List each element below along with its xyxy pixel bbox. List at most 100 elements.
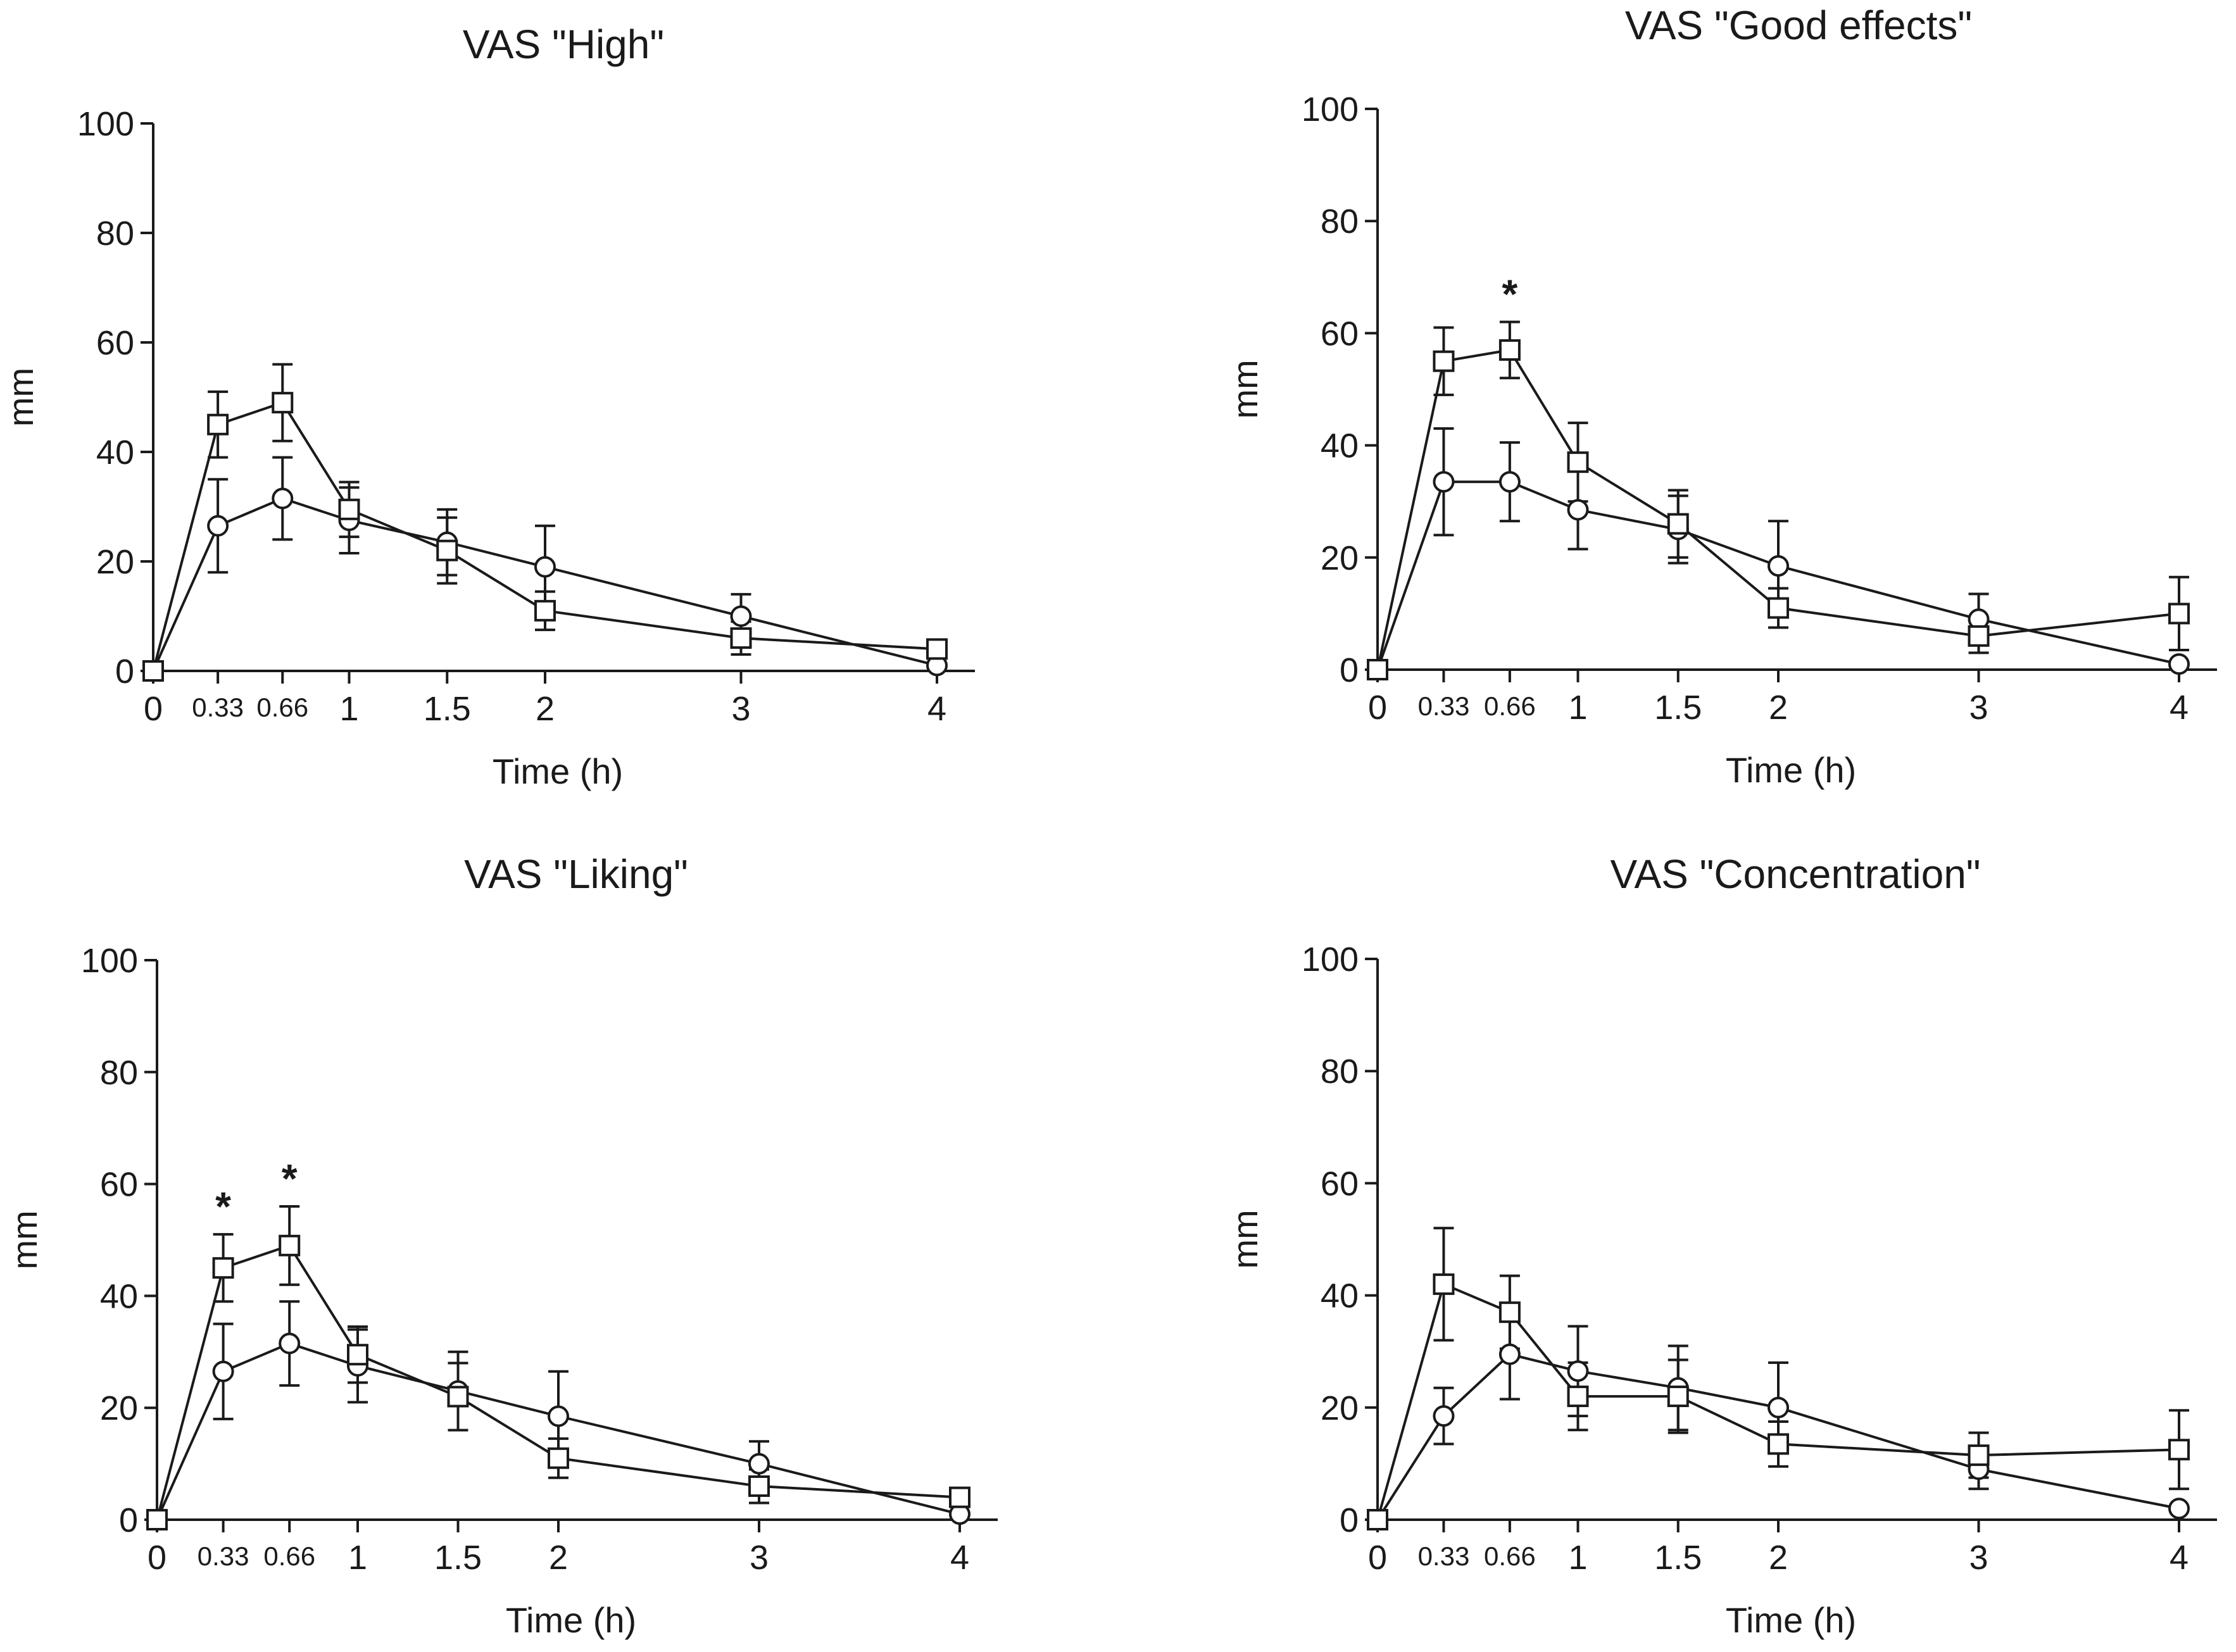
x-tick-label: 0 bbox=[144, 690, 163, 728]
data-point-square bbox=[1768, 1433, 1789, 1455]
data-point-circle bbox=[279, 1332, 301, 1355]
x-tick-label: 1.5 bbox=[1654, 1539, 1702, 1577]
y-tick-label: 100 bbox=[1302, 941, 1359, 979]
data-point-circle bbox=[1498, 471, 1521, 493]
data-point-square bbox=[347, 1344, 368, 1366]
data-point-square bbox=[1567, 1386, 1589, 1408]
chart-panel-vas-liking: VAS "Liking" 0 20 40 60 80 100 0 0.33 0.66 1 1.5 2 3 4… bbox=[0, 825, 1118, 1652]
x-tick-label: 2 bbox=[536, 690, 555, 728]
y-tick-label: 20 bbox=[1321, 1389, 1359, 1427]
x-tick-label: 1 bbox=[1568, 1539, 1587, 1577]
x-tick-label: 3 bbox=[1969, 689, 1988, 727]
y-tick-label: 100 bbox=[77, 105, 134, 143]
data-point-circle bbox=[1768, 555, 1789, 577]
x-tick-label: 0.33 bbox=[1418, 1541, 1470, 1571]
data-point-square bbox=[1367, 659, 1388, 680]
y-axis-label: mm bbox=[4, 1210, 44, 1269]
data-point-square bbox=[1498, 1301, 1521, 1323]
data-point-circle bbox=[1498, 1343, 1521, 1365]
y-tick-label: 80 bbox=[1321, 203, 1359, 241]
chart-svg-vas-liking: VAS "Liking" 0 20 40 60 80 100 0 0.33 0.66 1 1.5 2 3 4… bbox=[4, 851, 998, 1640]
y-tick-label: 60 bbox=[1321, 1165, 1359, 1203]
chart-title: VAS "Liking" bbox=[464, 851, 688, 897]
data-point-circle bbox=[548, 1405, 569, 1427]
y-tick-label: 80 bbox=[96, 215, 134, 253]
x-tick-label: 0.66 bbox=[1484, 691, 1536, 721]
x-tick-label: 4 bbox=[2170, 689, 2189, 727]
data-point-square bbox=[142, 660, 164, 682]
x-tick-label: 0 bbox=[1368, 1539, 1387, 1577]
data-point-circle bbox=[1768, 1396, 1789, 1418]
x-axis-label: Time (h) bbox=[493, 751, 623, 791]
y-axis-label: mm bbox=[1225, 1210, 1265, 1268]
y-tick-label: 20 bbox=[1321, 539, 1359, 577]
data-point-circle bbox=[2168, 653, 2190, 675]
data-point-square bbox=[534, 599, 556, 622]
x-tick-label: 1 bbox=[1568, 689, 1587, 727]
y-tick-label: 0 bbox=[1340, 1501, 1359, 1539]
data-point-circle bbox=[1433, 1405, 1455, 1427]
series-line-circle bbox=[1376, 1353, 2180, 1521]
chart-svg-vas-high: VAS "High" 0 20 40 60 80 100 0 0.33 0.66 1 1.5 2 3 4 Ti… bbox=[1, 22, 975, 791]
data-point-square bbox=[1968, 625, 1990, 647]
series-line-square bbox=[152, 401, 938, 672]
y-tick-label: 80 bbox=[1321, 1053, 1359, 1091]
data-point-circle bbox=[1567, 499, 1589, 521]
data-point-square bbox=[1498, 339, 1521, 361]
data-point-circle bbox=[272, 487, 294, 510]
y-tick-label: 60 bbox=[1321, 315, 1359, 353]
x-tick-label: 0.33 bbox=[192, 692, 244, 722]
x-tick-label: 0.66 bbox=[256, 692, 308, 722]
y-axis-label: mm bbox=[1, 368, 41, 427]
x-tick-label: 1.5 bbox=[434, 1539, 482, 1577]
data-point-square bbox=[447, 1386, 469, 1408]
x-tick-label: 2 bbox=[1769, 689, 1788, 727]
significance-marker: * bbox=[215, 1184, 231, 1229]
x-tick-label: 0.66 bbox=[263, 1541, 315, 1571]
series-line-circle bbox=[1376, 480, 2180, 670]
y-tick-label: 0 bbox=[1340, 651, 1359, 689]
chart-title: VAS "Concentration" bbox=[1611, 851, 1981, 897]
data-point-square bbox=[1567, 451, 1589, 473]
y-tick-label: 40 bbox=[1321, 427, 1359, 465]
chart-title: VAS "High" bbox=[463, 22, 664, 67]
y-tick-label: 40 bbox=[100, 1277, 138, 1315]
data-point-square bbox=[2168, 603, 2190, 625]
x-axis-label: Time (h) bbox=[506, 1600, 636, 1640]
data-point-square bbox=[548, 1447, 569, 1469]
data-point-circle bbox=[1567, 1360, 1589, 1382]
chart-svg-vas-good-effects: VAS "Good effects" 0 20 40 60 80 100 0 0.33 0.66 1… bbox=[1225, 3, 2217, 790]
series-line-square bbox=[1376, 348, 2180, 670]
data-point-square bbox=[2168, 1439, 2190, 1461]
significance-marker: * bbox=[282, 1156, 298, 1201]
chart-svg-vas-concentration: VAS "Concentration" 0 20 40 60 80 100 0 0.33 0.66… bbox=[1225, 851, 2217, 1640]
x-tick-label: 0 bbox=[1368, 689, 1387, 727]
data-point-square bbox=[730, 627, 752, 649]
data-point-circle bbox=[2168, 1498, 2190, 1520]
data-point-square bbox=[748, 1475, 770, 1497]
x-tick-label: 1 bbox=[348, 1539, 367, 1577]
data-point-square bbox=[1367, 1509, 1388, 1530]
data-point-square bbox=[949, 1486, 970, 1508]
data-point-circle bbox=[748, 1453, 770, 1475]
y-tick-label: 60 bbox=[96, 324, 134, 362]
y-tick-label: 40 bbox=[1321, 1277, 1359, 1315]
x-tick-label: 3 bbox=[731, 690, 750, 728]
data-point-circle bbox=[207, 515, 229, 537]
series-line-square bbox=[1376, 1282, 2180, 1520]
data-point-square bbox=[436, 539, 458, 561]
x-tick-label: 0 bbox=[148, 1539, 166, 1577]
x-tick-label: 2 bbox=[549, 1539, 568, 1577]
data-point-square bbox=[207, 413, 229, 435]
chart-panel-vas-high: VAS "High" 0 20 40 60 80 100 0 0.33 0.66 1 1.5 2 3 4 Ti… bbox=[0, 0, 1118, 828]
data-point-circle bbox=[1433, 471, 1455, 493]
x-tick-label: 3 bbox=[750, 1539, 769, 1577]
y-tick-label: 0 bbox=[115, 653, 134, 691]
y-tick-label: 60 bbox=[100, 1166, 138, 1204]
data-point-square bbox=[1968, 1444, 1990, 1467]
x-tick-label: 1.5 bbox=[1654, 689, 1702, 727]
x-tick-label: 2 bbox=[1769, 1539, 1788, 1577]
y-tick-label: 20 bbox=[100, 1389, 138, 1427]
x-tick-label: 1.5 bbox=[424, 690, 471, 728]
x-tick-label: 4 bbox=[2170, 1539, 2189, 1577]
